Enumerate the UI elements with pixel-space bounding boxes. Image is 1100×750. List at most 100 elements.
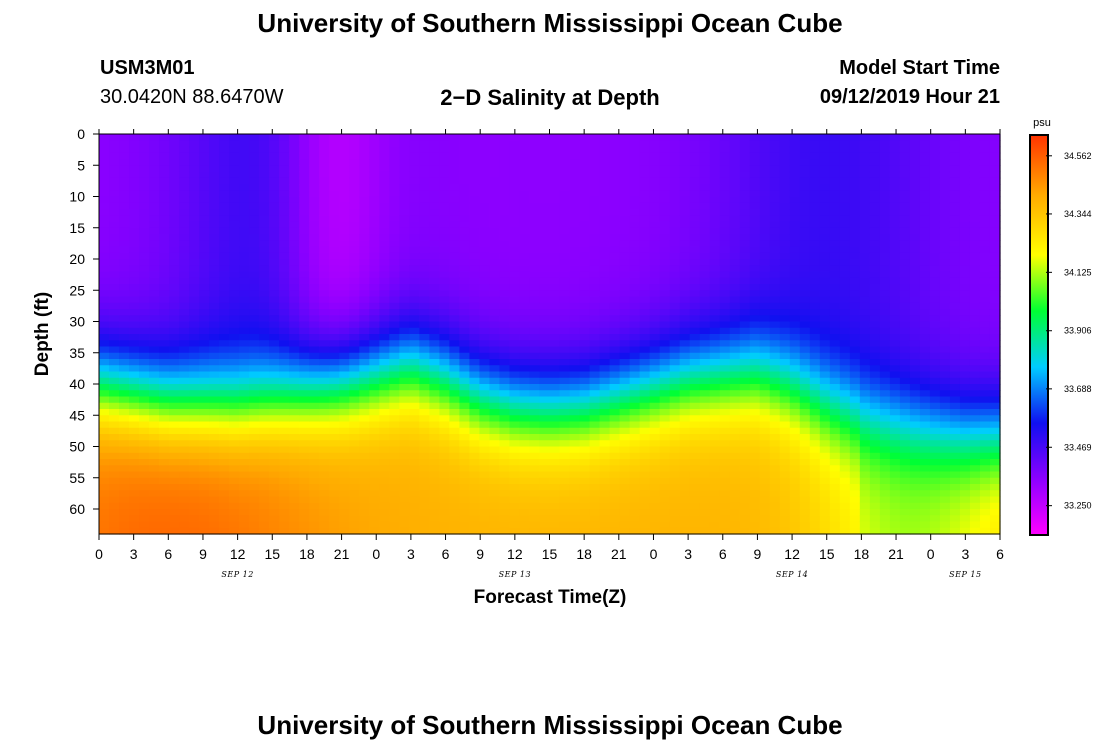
heatmap-cell — [689, 434, 701, 441]
heatmap-cell — [149, 377, 160, 385]
heatmap-cell — [99, 440, 110, 448]
heatmap-cell — [599, 440, 611, 448]
heatmap-cell — [359, 359, 370, 366]
heatmap-cell — [189, 377, 200, 385]
heatmap-cell — [369, 234, 380, 241]
heatmap-cell — [219, 484, 230, 491]
heatmap-cell — [219, 140, 230, 148]
heatmap-cell — [229, 321, 240, 329]
heatmap-cell — [739, 177, 751, 185]
heatmap-cell — [409, 490, 420, 498]
heatmap-cell — [199, 427, 210, 435]
heatmap-cell — [659, 321, 671, 329]
heatmap-cell — [579, 521, 591, 529]
heatmap-cell — [819, 377, 831, 385]
heatmap-cell — [309, 352, 320, 360]
heatmap-cell — [699, 477, 711, 485]
heatmap-cell — [559, 177, 571, 185]
heatmap-cell — [149, 134, 160, 141]
heatmap-cell — [449, 221, 460, 229]
heatmap-cell — [599, 277, 611, 285]
heatmap-cell — [739, 227, 751, 235]
heatmap-cell — [439, 140, 450, 148]
heatmap-cell — [289, 415, 300, 423]
heatmap-cell — [679, 346, 691, 354]
heatmap-cell — [319, 271, 330, 279]
heatmap-cell — [329, 234, 340, 241]
heatmap-cell — [259, 159, 270, 166]
heatmap-cell — [829, 509, 841, 516]
heatmap-cell — [739, 446, 751, 454]
heatmap-cell — [659, 184, 671, 191]
heatmap-cell — [699, 502, 711, 510]
heatmap-cell — [729, 296, 741, 304]
heatmap-cell — [569, 177, 581, 185]
heatmap-cell — [829, 227, 841, 235]
heatmap-cell — [529, 484, 541, 491]
heatmap-cell — [139, 321, 150, 329]
heatmap-cell — [259, 402, 270, 410]
heatmap-cell — [719, 227, 731, 235]
heatmap-cell — [629, 421, 641, 429]
heatmap-cell — [449, 259, 460, 266]
heatmap-cell — [209, 190, 220, 198]
heatmap-cell — [569, 396, 581, 404]
heatmap-cell — [299, 509, 310, 516]
heatmap-cell — [269, 159, 280, 166]
heatmap-cell — [579, 165, 591, 173]
heatmap-cell — [399, 459, 410, 466]
heatmap-cell — [629, 184, 641, 191]
heatmap-cell — [619, 284, 631, 291]
heatmap-cell — [779, 259, 791, 266]
heatmap-cell — [479, 415, 491, 423]
heatmap-cell — [389, 202, 400, 210]
heatmap-cell — [269, 165, 280, 173]
heatmap-cell — [229, 165, 240, 173]
heatmap-cell — [559, 527, 571, 535]
heatmap-cell — [799, 527, 811, 535]
heatmap-cell — [459, 134, 471, 141]
heatmap-cell — [149, 202, 160, 210]
heatmap-cell — [219, 496, 230, 504]
heatmap-cell — [359, 509, 370, 516]
heatmap-cell — [239, 146, 250, 154]
heatmap-cell — [279, 452, 290, 460]
heatmap-cell — [679, 302, 691, 310]
heatmap-cell — [659, 227, 671, 235]
heatmap-cell — [199, 452, 210, 460]
heatmap-cell — [569, 215, 581, 223]
heatmap-cell — [139, 309, 150, 316]
heatmap-cell — [319, 477, 330, 485]
heatmap-cell — [799, 209, 811, 216]
heatmap-cell — [799, 202, 811, 210]
heatmap-cell — [519, 221, 531, 229]
heatmap-cell — [839, 277, 851, 285]
heatmap-cell — [419, 527, 430, 535]
heatmap-cell — [709, 165, 721, 173]
heatmap-cell — [829, 402, 841, 410]
heatmap-cell — [609, 346, 621, 354]
heatmap-cell — [179, 296, 190, 304]
heatmap-cell — [289, 259, 300, 266]
heatmap-cell — [769, 165, 781, 173]
heatmap-cell — [619, 146, 631, 154]
heatmap-cell — [699, 521, 711, 529]
heatmap-cell — [229, 146, 240, 154]
heatmap-cell — [799, 196, 811, 204]
heatmap-cell — [239, 134, 250, 141]
heatmap-cell — [339, 384, 350, 391]
heatmap-cell — [559, 302, 571, 310]
heatmap-cell — [309, 202, 320, 210]
heatmap-cell — [499, 202, 511, 210]
heatmap-cell — [309, 496, 320, 504]
heatmap-cell — [619, 434, 631, 441]
heatmap-cell — [449, 152, 460, 160]
heatmap-cell — [469, 390, 481, 398]
heatmap-cell — [559, 284, 571, 291]
heatmap-cell — [669, 440, 681, 448]
heatmap-cell — [139, 434, 150, 441]
heatmap-cell — [679, 327, 691, 335]
heatmap-cell — [499, 346, 511, 354]
heatmap-cell — [259, 196, 270, 204]
heatmap-cell — [409, 509, 420, 516]
